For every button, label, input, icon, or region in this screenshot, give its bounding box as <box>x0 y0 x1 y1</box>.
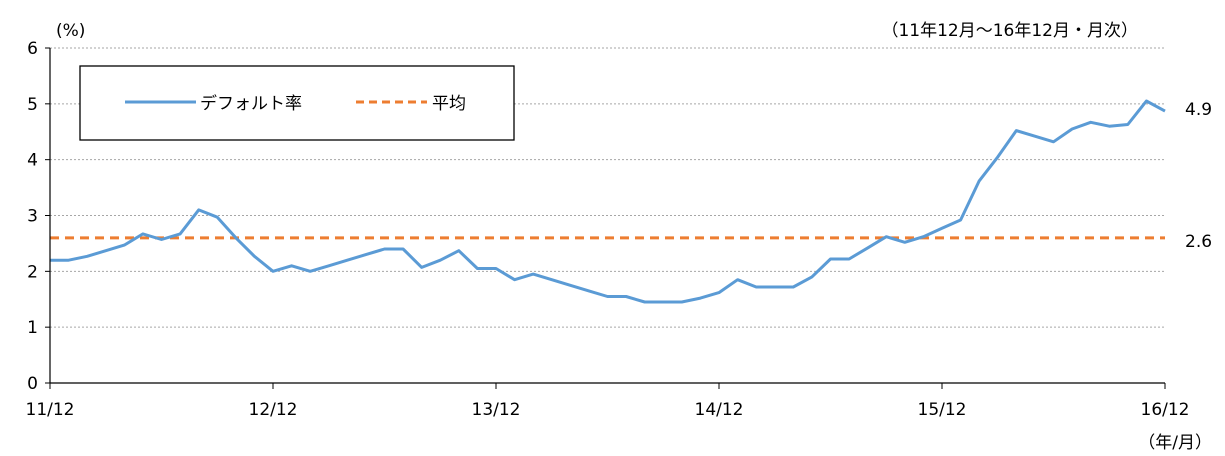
x-tick-labels: 11/12 12/12 13/12 14/12 15/12 16/12 <box>26 400 1190 420</box>
y-tick-label: 5 <box>27 95 38 115</box>
x-tick-label: 13/12 <box>472 400 521 420</box>
series-line-group <box>50 99 1166 304</box>
x-tick-label: 16/12 <box>1141 400 1190 420</box>
legend-label-average: 平均 <box>432 94 466 114</box>
x-axis-label: （年/月） <box>1138 433 1212 453</box>
legend: デフォルト率 平均 <box>79 65 515 141</box>
default-rate-end-label: 4.9 <box>1185 100 1212 120</box>
y-tick-label: 0 <box>27 374 38 394</box>
y-unit-label: (%) <box>56 21 85 41</box>
y-tick-labels: 0 1 2 3 4 5 6 <box>27 39 38 394</box>
axes <box>45 47 1166 389</box>
legend-label-default-rate: デフォルト率 <box>200 93 302 114</box>
y-tick-label: 4 <box>27 151 38 171</box>
x-tick-label: 11/12 <box>26 400 75 420</box>
y-tick-label: 3 <box>27 207 38 227</box>
average-end-label: 2.6 <box>1185 232 1212 252</box>
default-rate-line <box>50 99 1166 304</box>
x-tick-label: 12/12 <box>249 400 298 420</box>
y-tick-label: 2 <box>27 262 38 282</box>
period-label: （11年12月～16年12月・月次） <box>881 21 1138 41</box>
x-tick-label: 14/12 <box>695 400 744 420</box>
x-tick-label: 15/12 <box>918 400 967 420</box>
y-tick-label: 1 <box>27 318 38 338</box>
y-tick-label: 6 <box>27 39 38 59</box>
